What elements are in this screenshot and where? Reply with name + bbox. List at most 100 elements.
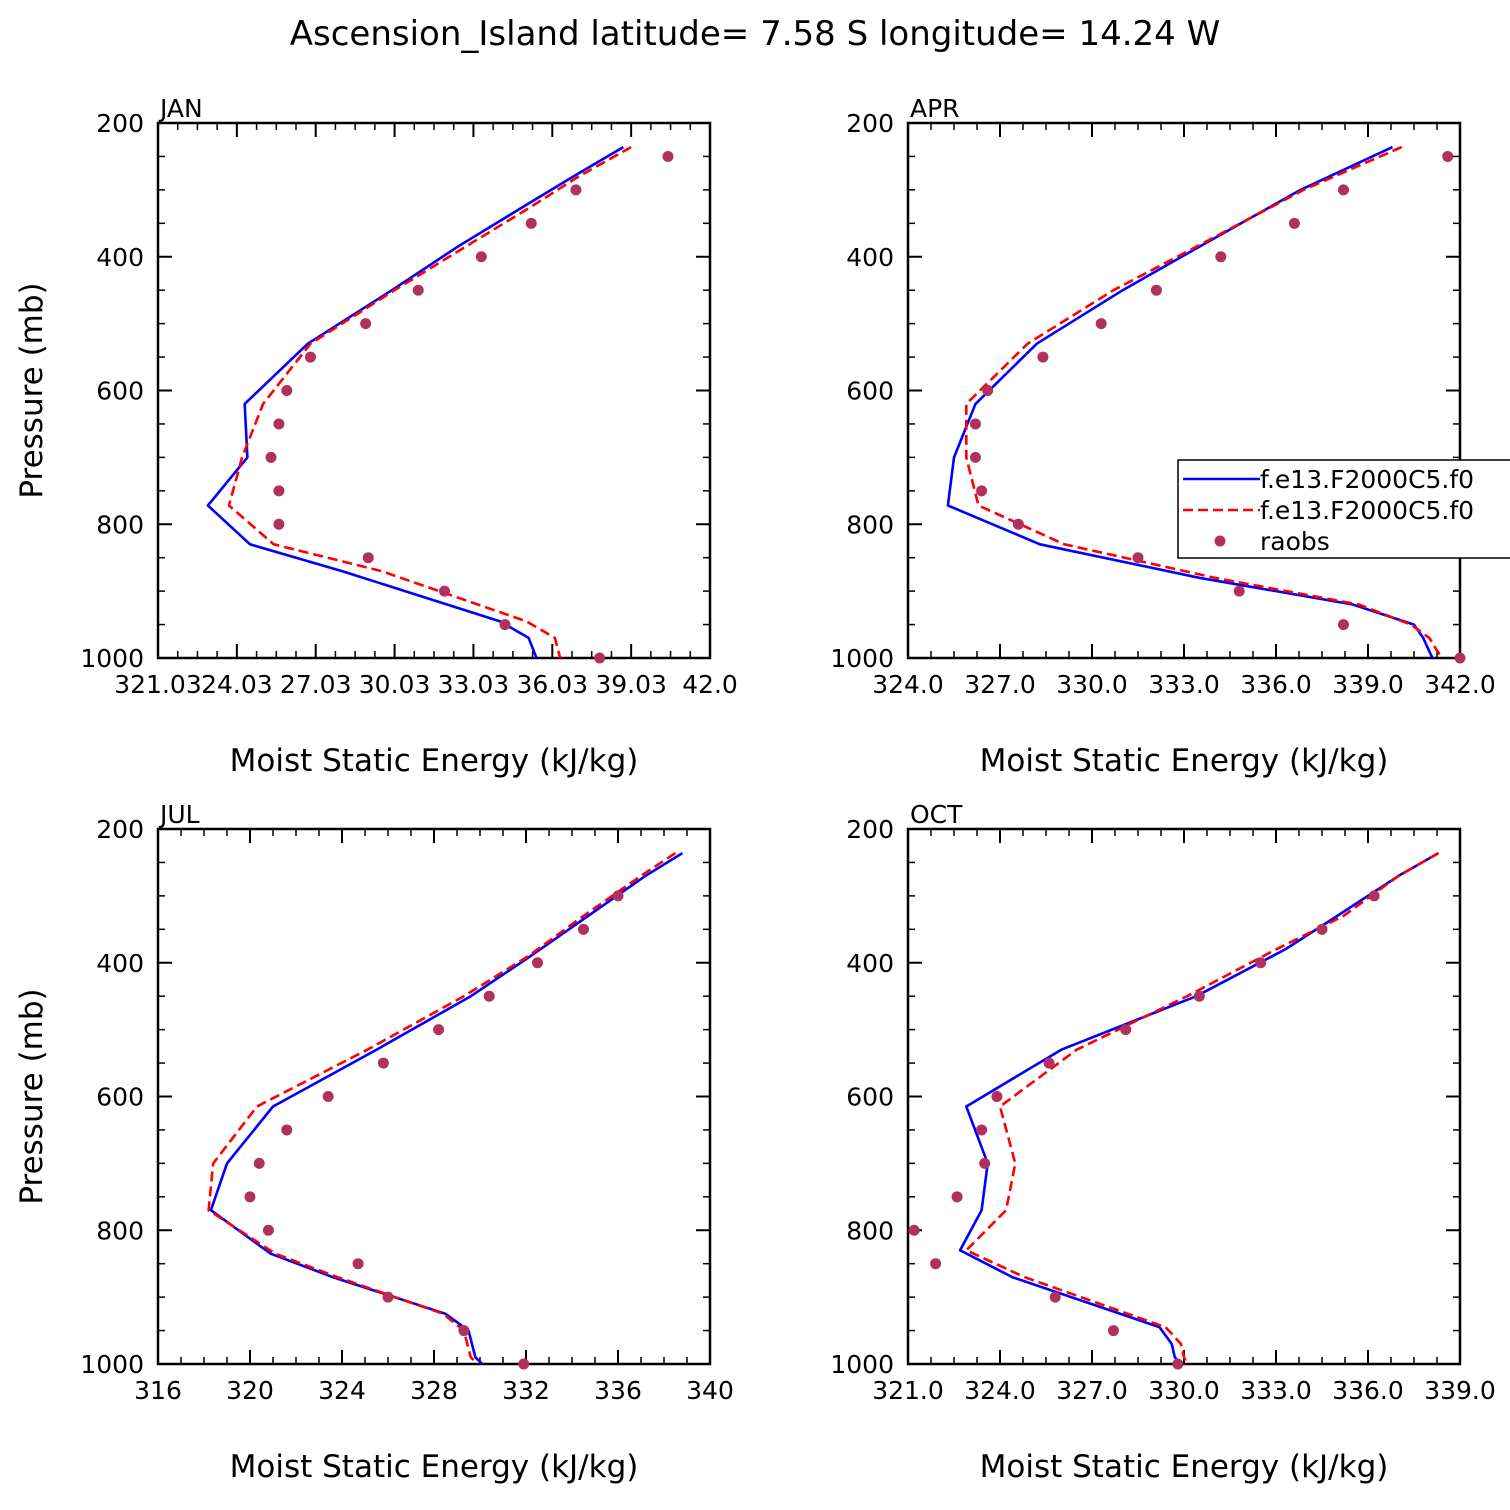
chart-panel-jul: JUL 316 320 324 328 332 336 340 200 400 600 800 1000… bbox=[14, 800, 734, 1485]
raobs-point bbox=[1368, 890, 1380, 902]
y-tick-label: 600 bbox=[96, 377, 144, 406]
series-line-model2 bbox=[207, 852, 677, 1364]
plot-frame bbox=[156, 827, 712, 1366]
y-tick-label: 400 bbox=[846, 243, 894, 272]
raobs-point bbox=[1120, 1024, 1132, 1036]
raobs-point bbox=[412, 284, 424, 296]
series-line-model1 bbox=[958, 851, 1440, 1364]
y-tick-label: 600 bbox=[846, 1083, 894, 1112]
x-tick-label: 324.0 bbox=[964, 1376, 1036, 1405]
x-tick-label: 36.03 bbox=[516, 670, 588, 699]
x-tick-label: 39.03 bbox=[595, 670, 667, 699]
plot-markers bbox=[969, 150, 1466, 664]
raobs-point bbox=[382, 1291, 394, 1303]
panel-label: JAN bbox=[158, 94, 203, 123]
x-tick-label: 324.0 bbox=[872, 670, 944, 699]
y-tick-label: 800 bbox=[96, 510, 144, 539]
raobs-point bbox=[1255, 957, 1267, 969]
series-line-model2 bbox=[964, 851, 1440, 1364]
raobs-point bbox=[362, 552, 374, 564]
x-tick-label: 336 bbox=[594, 1376, 642, 1405]
series-line-model1 bbox=[206, 145, 624, 658]
x-tick-label: 328 bbox=[410, 1376, 458, 1405]
raobs-point bbox=[532, 957, 543, 969]
x-tick-label: 324 bbox=[318, 1376, 366, 1405]
raobs-point bbox=[433, 1024, 445, 1036]
raobs-point bbox=[908, 1224, 920, 1236]
y-tick-label: 1000 bbox=[830, 644, 894, 673]
series-line-model2 bbox=[227, 145, 632, 658]
raobs-point bbox=[1150, 284, 1162, 296]
series-line-model2 bbox=[964, 145, 1443, 658]
x-tick-label: 42.0 bbox=[682, 670, 738, 699]
raobs-point bbox=[1316, 923, 1328, 935]
raobs-point bbox=[578, 923, 589, 935]
legend-marker bbox=[1214, 535, 1226, 547]
x-tick-label: 30.03 bbox=[359, 670, 431, 699]
x-tick-label: 321.0 bbox=[872, 1376, 944, 1405]
raobs-point bbox=[1337, 184, 1349, 196]
raobs-point bbox=[244, 1191, 256, 1203]
legend-label: f.e13.F2000C5.f0 bbox=[1260, 465, 1474, 494]
plot-data bbox=[946, 145, 1443, 658]
raobs-point bbox=[1012, 518, 1024, 530]
raobs-point bbox=[1288, 217, 1300, 229]
y-axis-title: Pressure (mb) bbox=[14, 988, 50, 1204]
x-tick-label: 333.0 bbox=[1148, 670, 1220, 699]
x-tick-label: 340 bbox=[686, 1376, 734, 1405]
raobs-point bbox=[304, 351, 316, 363]
raobs-point bbox=[483, 990, 495, 1002]
raobs-point bbox=[662, 150, 674, 162]
plot-frame bbox=[156, 121, 712, 660]
legend-label: raobs bbox=[1260, 527, 1330, 556]
x-tick-label: 316 bbox=[134, 1376, 182, 1405]
raobs-point bbox=[273, 485, 285, 497]
x-tick-label: 320 bbox=[226, 1376, 274, 1405]
raobs-point bbox=[273, 418, 285, 430]
figure-title: Ascension_Island latitude= 7.58 S longit… bbox=[290, 14, 1221, 54]
raobs-point bbox=[951, 1191, 963, 1203]
raobs-point bbox=[458, 1325, 470, 1337]
y-tick-label: 800 bbox=[846, 1216, 894, 1245]
x-tick-label: 321.03 bbox=[114, 670, 201, 699]
chart-panel-jan: JAN 321.03 24.03 27.03 30.03 33.03 36.03 39.03 4… bbox=[14, 94, 738, 779]
raobs-point bbox=[475, 251, 487, 263]
x-tick-label: 339.0 bbox=[1332, 670, 1404, 699]
legend-label: f.e13.F2000C5.f0 bbox=[1260, 496, 1474, 525]
chart-panel-oct: OCT 321.0 324.0 327.0 330.0 333.0 336.0 339.0 20… bbox=[830, 800, 1495, 1485]
x-axis-title: Moist Static Energy (kJ/kg) bbox=[230, 1449, 639, 1485]
panel-label: JUL bbox=[158, 800, 200, 829]
y-tick-label: 800 bbox=[846, 510, 894, 539]
y-tick-label: 400 bbox=[96, 243, 144, 272]
raobs-point bbox=[518, 1358, 530, 1370]
raobs-point bbox=[322, 1091, 334, 1102]
raobs-point bbox=[273, 518, 285, 530]
y-axis-title: Pressure (mb) bbox=[14, 282, 50, 498]
raobs-point bbox=[281, 1124, 293, 1136]
x-axis-title: Moist Static Energy (kJ/kg) bbox=[980, 743, 1389, 779]
x-tick-label: 339.0 bbox=[1424, 1376, 1496, 1405]
x-tick-label: 327.0 bbox=[964, 670, 1036, 699]
plot-frame bbox=[906, 827, 1462, 1366]
raobs-point bbox=[1107, 1325, 1119, 1337]
raobs-point bbox=[1233, 585, 1245, 597]
raobs-point bbox=[1337, 619, 1349, 631]
y-tick-label: 400 bbox=[96, 949, 144, 978]
raobs-point bbox=[439, 585, 451, 597]
raobs-point bbox=[1442, 150, 1454, 162]
plot-markers bbox=[265, 150, 674, 664]
raobs-point bbox=[1132, 552, 1144, 564]
raobs-point bbox=[570, 184, 582, 196]
plot-markers bbox=[908, 890, 1380, 1370]
panel-label: APR bbox=[910, 94, 960, 123]
raobs-point bbox=[499, 619, 511, 631]
x-tick-label: 27.03 bbox=[280, 670, 352, 699]
raobs-point bbox=[1172, 1358, 1184, 1370]
raobs-point bbox=[930, 1258, 942, 1270]
x-tick-label: 330.0 bbox=[1148, 1376, 1220, 1405]
x-tick-label: 342.0 bbox=[1424, 670, 1496, 699]
raobs-point bbox=[991, 1091, 1003, 1102]
raobs-point bbox=[525, 217, 537, 229]
x-tick-label: 330.0 bbox=[1056, 670, 1128, 699]
raobs-point bbox=[612, 890, 624, 902]
